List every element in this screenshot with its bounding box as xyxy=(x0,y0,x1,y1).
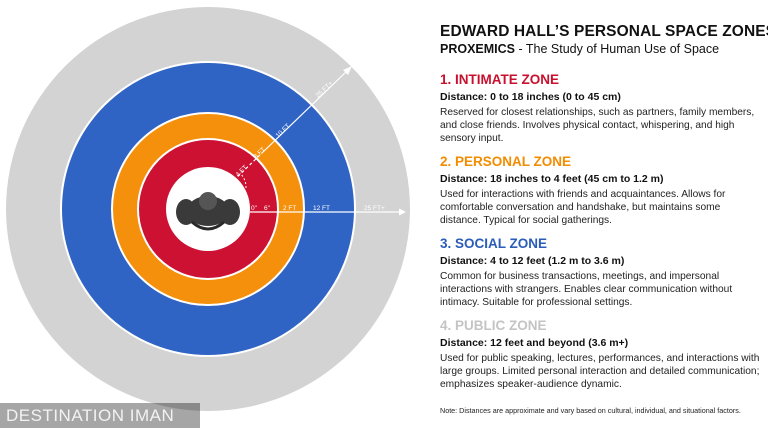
diagonal-axis-line xyxy=(262,69,349,153)
page-subtitle: PROXEMICS - The Study of Human Use of Sp… xyxy=(440,41,760,57)
zone-description-intimate: Reserved for closest relationships, such… xyxy=(440,107,755,144)
horizontal-axis-arrowhead xyxy=(399,208,406,216)
zone-distance-personal: Distance: 18 inches to 4 feet (45 cm to … xyxy=(440,173,664,185)
zone-social: 3. SOCIAL ZONE Distance: 4 to 12 feet (1… xyxy=(440,236,760,309)
tick-label-0in: 0" xyxy=(251,205,258,212)
tick-label-25ft-horizontal: 25 FT+ xyxy=(364,205,385,212)
page-title: EDWARD HALL’S PERSONAL SPACE ZONES xyxy=(440,23,768,40)
tick-label-12ft: 12 FT xyxy=(313,205,330,212)
zone-distance-intimate: Distance: 0 to 18 inches (0 to 45 cm) xyxy=(440,91,621,103)
zone-heading-intimate: 1. INTIMATE ZONE xyxy=(440,72,560,87)
zone-description-personal: Used for interactions with friends and a… xyxy=(440,189,726,226)
info-panel: EDWARD HALL’S PERSONAL SPACE ZONES PROXE… xyxy=(440,22,768,390)
tick-label-6in: 6" xyxy=(264,205,271,212)
zone-description-public: Used for public speaking, lectures, perf… xyxy=(440,353,760,390)
subtitle-text: - The Study of Human Use of Space xyxy=(515,42,720,56)
subtitle-keyword: PROXEMICS xyxy=(440,42,516,56)
proxemics-diagram: 0" 6" 2 FT 12 FT 25 FT+ 4 FT 8 FT 10 FT … xyxy=(6,7,410,411)
tick-label-2ft: 2 FT xyxy=(283,205,296,212)
watermark-logo: DESTINATION IMAN xyxy=(0,403,200,428)
zone-public: 4. PUBLIC ZONE Distance: 12 feet and bey… xyxy=(440,318,760,391)
zone-heading-social: 3. SOCIAL ZONE xyxy=(440,236,548,251)
footnote: Note: Distances are approximate and vary… xyxy=(440,406,741,415)
zone-personal: 2. PERSONAL ZONE Distance: 18 inches to … xyxy=(440,154,760,227)
angle-arc xyxy=(239,172,247,189)
zone-heading-public: 4. PUBLIC ZONE xyxy=(440,318,547,333)
person-top-view-icon xyxy=(176,192,240,231)
zone-distance-social: Distance: 4 to 12 feet (1.2 m to 3.6 m) xyxy=(440,255,625,267)
diagonal-axis-arrowhead xyxy=(343,66,352,75)
zone-distance-public: Distance: 12 feet and beyond (3.6 m+) xyxy=(440,337,629,349)
zone-intimate: 1. INTIMATE ZONE Distance: 0 to 18 inche… xyxy=(440,72,760,145)
zone-heading-personal: 2. PERSONAL ZONE xyxy=(440,154,572,169)
zone-description-social: Common for business transactions, meetin… xyxy=(440,271,733,308)
